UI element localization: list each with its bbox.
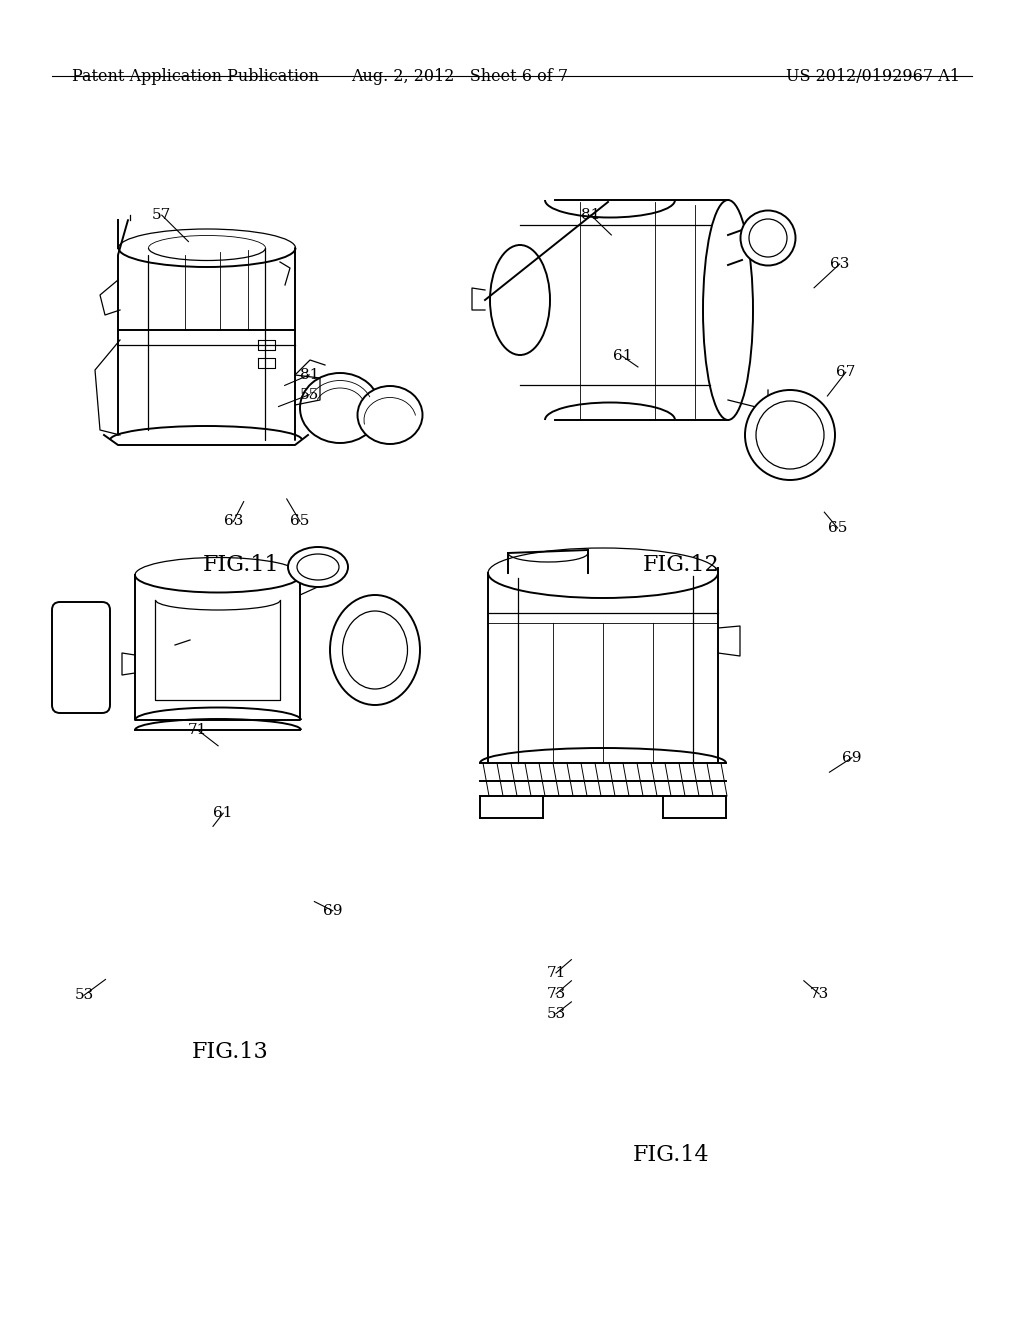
Text: 63: 63 [830,257,849,271]
Text: 73: 73 [547,987,565,1001]
Text: Patent Application Publication: Patent Application Publication [72,69,319,84]
Text: 73: 73 [810,987,828,1001]
Text: FIG.11: FIG.11 [203,554,279,576]
Ellipse shape [297,554,339,579]
Ellipse shape [357,385,423,444]
Text: 65: 65 [291,515,309,528]
Text: 81: 81 [300,368,318,381]
Text: 57: 57 [153,209,171,222]
Ellipse shape [490,246,550,355]
Text: 53: 53 [547,1007,565,1020]
Text: FIG.14: FIG.14 [633,1144,709,1166]
Ellipse shape [288,546,348,587]
Text: US 2012/0192967 A1: US 2012/0192967 A1 [786,69,961,84]
Text: 71: 71 [547,966,565,979]
Text: 81: 81 [582,209,600,222]
Ellipse shape [703,201,753,420]
Text: 69: 69 [323,904,343,917]
Text: 65: 65 [828,521,847,535]
Ellipse shape [330,595,420,705]
Ellipse shape [740,210,796,265]
Ellipse shape [300,374,380,444]
Text: FIG.13: FIG.13 [193,1041,268,1063]
Text: 71: 71 [188,723,207,737]
Text: FIG.12: FIG.12 [643,554,719,576]
Text: 55: 55 [300,388,318,401]
Text: 69: 69 [842,751,862,764]
Text: 61: 61 [612,350,633,363]
Text: 61: 61 [213,807,233,820]
Text: 53: 53 [75,989,93,1002]
Ellipse shape [342,611,408,689]
Ellipse shape [745,389,835,480]
FancyBboxPatch shape [52,602,110,713]
Text: 63: 63 [224,515,243,528]
Text: Aug. 2, 2012   Sheet 6 of 7: Aug. 2, 2012 Sheet 6 of 7 [351,69,568,84]
Text: 67: 67 [837,366,855,379]
